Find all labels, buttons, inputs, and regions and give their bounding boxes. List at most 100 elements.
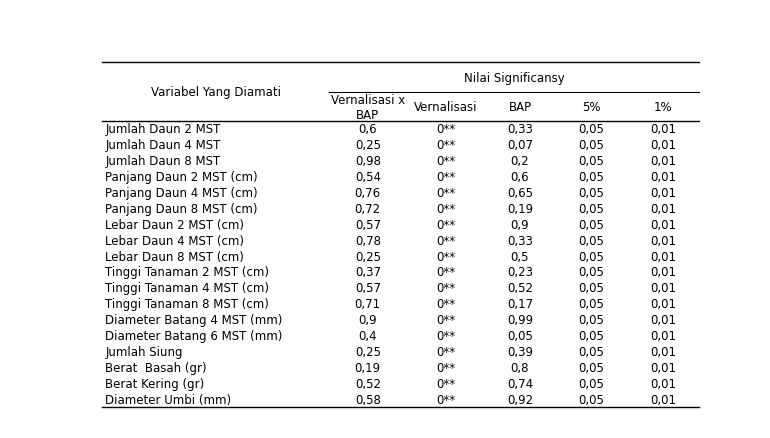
Text: 0,92: 0,92 — [507, 392, 533, 406]
Text: 0**: 0** — [436, 392, 455, 406]
Text: 0**: 0** — [436, 187, 455, 200]
Text: 0,01: 0,01 — [650, 392, 676, 406]
Text: 0,25: 0,25 — [355, 345, 381, 358]
Text: 0,05: 0,05 — [578, 361, 604, 374]
Text: 0**: 0** — [436, 202, 455, 215]
Text: Tinggi Tanaman 2 MST (cm): Tinggi Tanaman 2 MST (cm) — [105, 266, 270, 279]
Text: Berat  Basah (gr): Berat Basah (gr) — [105, 361, 207, 374]
Text: 0,05: 0,05 — [578, 313, 604, 326]
Text: 0,05: 0,05 — [578, 329, 604, 342]
Text: 0,01: 0,01 — [650, 345, 676, 358]
Text: 0,19: 0,19 — [355, 361, 381, 374]
Text: 0,9: 0,9 — [359, 313, 377, 326]
Text: 0**: 0** — [436, 139, 455, 152]
Text: Lebar Daun 2 MST (cm): Lebar Daun 2 MST (cm) — [105, 218, 244, 231]
Text: 0**: 0** — [436, 282, 455, 295]
Text: Nilai Significansy: Nilai Significansy — [464, 71, 564, 85]
Text: 0,01: 0,01 — [650, 123, 676, 136]
Text: 0,71: 0,71 — [355, 297, 381, 311]
Text: Jumlah Daun 8 MST: Jumlah Daun 8 MST — [105, 155, 220, 168]
Text: 0,05: 0,05 — [507, 329, 533, 342]
Text: 0,9: 0,9 — [511, 218, 529, 231]
Text: 0**: 0** — [436, 297, 455, 311]
Text: 0**: 0** — [436, 218, 455, 231]
Text: 0,6: 0,6 — [511, 171, 529, 184]
Text: 0,25: 0,25 — [355, 139, 381, 152]
Text: 0,01: 0,01 — [650, 329, 676, 342]
Text: 0,76: 0,76 — [355, 187, 381, 200]
Text: 0,4: 0,4 — [359, 329, 377, 342]
Text: Diameter Batang 6 MST (mm): Diameter Batang 6 MST (mm) — [105, 329, 283, 342]
Text: 0,01: 0,01 — [650, 155, 676, 168]
Text: 0,6: 0,6 — [359, 123, 377, 136]
Text: 0,8: 0,8 — [511, 361, 529, 374]
Text: Tinggi Tanaman 8 MST (cm): Tinggi Tanaman 8 MST (cm) — [105, 297, 269, 311]
Text: Panjang Daun 4 MST (cm): Panjang Daun 4 MST (cm) — [105, 187, 258, 200]
Text: 0,01: 0,01 — [650, 250, 676, 263]
Text: 0,05: 0,05 — [578, 218, 604, 231]
Text: 0**: 0** — [436, 234, 455, 247]
Text: Tinggi Tanaman 4 MST (cm): Tinggi Tanaman 4 MST (cm) — [105, 282, 270, 295]
Text: 0**: 0** — [436, 266, 455, 279]
Text: 0,57: 0,57 — [355, 218, 381, 231]
Text: 0,52: 0,52 — [355, 377, 381, 390]
Text: 0**: 0** — [436, 361, 455, 374]
Text: Panjang Daun 8 MST (cm): Panjang Daun 8 MST (cm) — [105, 202, 258, 215]
Text: 0,05: 0,05 — [578, 392, 604, 406]
Text: 0,39: 0,39 — [507, 345, 533, 358]
Text: 0,01: 0,01 — [650, 218, 676, 231]
Text: 0**: 0** — [436, 329, 455, 342]
Text: 0**: 0** — [436, 123, 455, 136]
Text: 0,17: 0,17 — [507, 297, 533, 311]
Text: 0,54: 0,54 — [355, 171, 381, 184]
Text: 0,05: 0,05 — [578, 345, 604, 358]
Text: 0,05: 0,05 — [578, 139, 604, 152]
Text: 0,05: 0,05 — [578, 234, 604, 247]
Text: 0,01: 0,01 — [650, 361, 676, 374]
Text: Lebar Daun 4 MST (cm): Lebar Daun 4 MST (cm) — [105, 234, 244, 247]
Text: Lebar Daun 8 MST (cm): Lebar Daun 8 MST (cm) — [105, 250, 244, 263]
Text: 0**: 0** — [436, 377, 455, 390]
Text: 0**: 0** — [436, 345, 455, 358]
Text: 0,01: 0,01 — [650, 313, 676, 326]
Text: 0,05: 0,05 — [578, 250, 604, 263]
Text: 0,33: 0,33 — [507, 234, 533, 247]
Text: 0,72: 0,72 — [355, 202, 381, 215]
Text: 0,05: 0,05 — [578, 377, 604, 390]
Text: 0,37: 0,37 — [355, 266, 381, 279]
Text: 0,65: 0,65 — [507, 187, 533, 200]
Text: Jumlah Siung: Jumlah Siung — [105, 345, 182, 358]
Text: 0,01: 0,01 — [650, 282, 676, 295]
Text: 0,19: 0,19 — [507, 202, 533, 215]
Text: 0,78: 0,78 — [355, 234, 381, 247]
Text: 0,05: 0,05 — [578, 297, 604, 311]
Text: 0,01: 0,01 — [650, 202, 676, 215]
Text: 0,57: 0,57 — [355, 282, 381, 295]
Text: 0,05: 0,05 — [578, 155, 604, 168]
Text: 0,33: 0,33 — [507, 123, 533, 136]
Text: Vernalisasi: Vernalisasi — [413, 101, 477, 114]
Text: 0,99: 0,99 — [507, 313, 533, 326]
Text: Variabel Yang Diamati: Variabel Yang Diamati — [151, 86, 280, 99]
Text: 0,58: 0,58 — [355, 392, 380, 406]
Text: BAP: BAP — [508, 101, 531, 114]
Text: 0,05: 0,05 — [578, 187, 604, 200]
Text: 0**: 0** — [436, 250, 455, 263]
Text: Jumlah Daun 2 MST: Jumlah Daun 2 MST — [105, 123, 220, 136]
Text: 0,5: 0,5 — [511, 250, 529, 263]
Text: 0,05: 0,05 — [578, 202, 604, 215]
Text: 0,07: 0,07 — [507, 139, 533, 152]
Text: Vernalisasi x
BAP: Vernalisasi x BAP — [330, 93, 405, 121]
Text: 0,01: 0,01 — [650, 266, 676, 279]
Text: 0,25: 0,25 — [355, 250, 381, 263]
Text: Diameter Umbi (mm): Diameter Umbi (mm) — [105, 392, 231, 406]
Text: Berat Kering (gr): Berat Kering (gr) — [105, 377, 205, 390]
Text: 0,01: 0,01 — [650, 171, 676, 184]
Text: 0,74: 0,74 — [507, 377, 533, 390]
Text: 0,05: 0,05 — [578, 123, 604, 136]
Text: 0**: 0** — [436, 313, 455, 326]
Text: Panjang Daun 2 MST (cm): Panjang Daun 2 MST (cm) — [105, 171, 258, 184]
Text: Jumlah Daun 4 MST: Jumlah Daun 4 MST — [105, 139, 220, 152]
Text: 0**: 0** — [436, 155, 455, 168]
Text: 0**: 0** — [436, 171, 455, 184]
